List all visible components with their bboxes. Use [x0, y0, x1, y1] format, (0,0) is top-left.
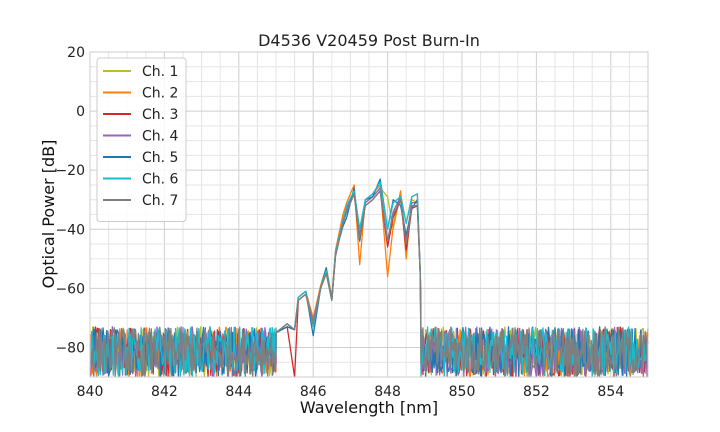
- x-tick-label: 848: [374, 384, 401, 400]
- x-tick-label: 850: [449, 384, 476, 400]
- x-tick-label: 846: [300, 384, 327, 400]
- y-axis-title: Optical Power [dB]: [39, 140, 58, 289]
- y-tick-label: −80: [55, 340, 85, 356]
- x-tick-label: 840: [77, 384, 104, 400]
- y-tick-label: 20: [67, 45, 85, 61]
- legend-box: [96, 57, 187, 222]
- legend-label: Ch. 7: [142, 193, 178, 209]
- x-tick-label: 844: [225, 384, 252, 400]
- axis-ticks: 840 842 844 846 848 850 852 854 20 0 −20 −40 −60 −80: [55, 45, 624, 400]
- legend-label: Ch. 6: [142, 172, 179, 188]
- x-tick-label: 854: [597, 384, 624, 400]
- y-tick-label: −40: [55, 222, 85, 238]
- series-line: [89, 190, 649, 378]
- legend-label: Ch. 4: [142, 129, 179, 145]
- plot-frame: [89, 51, 649, 378]
- legend-label: Ch. 5: [142, 150, 178, 166]
- legend: Ch. 1 Ch. 2 Ch. 3 Ch. 4 Ch. 5 Ch. 6 Ch. 7: [96, 57, 187, 222]
- legend-label: Ch. 1: [142, 64, 178, 80]
- series-lines: [89, 178, 649, 378]
- chart-title: D4536 V20459 Post Burn-In: [258, 31, 480, 50]
- y-tick-label: 0: [76, 104, 85, 120]
- x-tick-label: 852: [523, 384, 550, 400]
- y-tick-label: −60: [55, 281, 85, 297]
- x-axis-title: Wavelength [nm]: [300, 398, 438, 417]
- x-tick-label: 842: [151, 384, 178, 400]
- legend-label: Ch. 3: [142, 107, 178, 123]
- y-tick-label: −20: [55, 163, 85, 179]
- legend-label: Ch. 2: [142, 86, 178, 102]
